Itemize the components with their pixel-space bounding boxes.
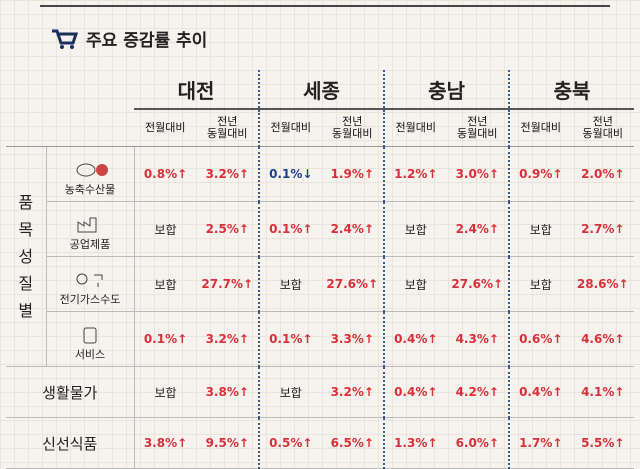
cell: 보합 xyxy=(508,256,572,312)
cell: 27.6%↑ xyxy=(446,256,509,312)
column-header: 전년 동월대비 xyxy=(571,109,634,147)
cell: 0.4%↑ xyxy=(383,311,447,367)
row-label: 농축수산물 xyxy=(46,146,135,202)
cell: 보합 xyxy=(258,256,322,312)
rate-table: 대전 세종 충남 충북 전월대비 전년 동월대비 전월대비 전년 동월대비 전월… xyxy=(6,70,634,469)
cell: 27.6%↑ xyxy=(321,256,384,312)
icon xyxy=(76,273,103,287)
group-label: 품 목 성 질 별 xyxy=(6,146,47,367)
cell: 28.6%↑ xyxy=(571,256,634,312)
cell: 보합 xyxy=(508,201,572,257)
cell: 보합 xyxy=(383,256,447,312)
cell: 1.9%↑ xyxy=(321,146,384,202)
icon xyxy=(83,327,97,344)
cell: 4.2%↑ xyxy=(446,366,509,418)
cell: 보합 xyxy=(383,201,447,257)
title: 주요 증감률 추이 xyxy=(86,31,208,51)
column-header: 전년 동월대비 xyxy=(321,109,384,147)
cell: 4.1%↑ xyxy=(571,366,634,418)
cell: 0.9%↑ xyxy=(508,146,572,202)
column-header: 전월대비 xyxy=(134,109,197,147)
row-label: 공업제품 xyxy=(46,201,135,257)
region: 대전 xyxy=(134,70,259,110)
column-header: 전년 동월대비 xyxy=(196,109,259,147)
cell: 2.7%↑ xyxy=(571,201,634,257)
cell: 0.4%↑ xyxy=(383,366,447,418)
cell: 보합 xyxy=(134,366,197,418)
row-label: 신선식품 xyxy=(6,417,135,469)
top-rule xyxy=(40,0,610,7)
icon xyxy=(77,217,97,233)
cell: 5.5%↑ xyxy=(571,417,634,469)
column-header: 전년 동월대비 xyxy=(446,109,509,147)
cell: 0.4%↑ xyxy=(508,366,572,418)
column-header: 전월대비 xyxy=(383,109,447,147)
cell: 1.7%↑ xyxy=(508,417,572,469)
column-header: 전월대비 xyxy=(258,109,322,147)
row-label: 생활물가 xyxy=(6,366,135,418)
cell: 3.2%↑ xyxy=(321,366,384,418)
cell: 2.4%↑ xyxy=(446,201,509,257)
cell: 3.8%↑ xyxy=(134,417,197,469)
cell: 9.5%↑ xyxy=(196,417,259,469)
cell: 3.3%↑ xyxy=(321,311,384,367)
row-label-text: 농축수산물 xyxy=(64,183,116,196)
cell: 0.1%↑ xyxy=(134,311,197,367)
cell: 0.6%↑ xyxy=(508,311,572,367)
cell: 2.5%↑ xyxy=(196,201,259,257)
cell: 보합 xyxy=(258,366,322,418)
cell: 보합 xyxy=(134,201,197,257)
title-block: 주요 증감률 추이 xyxy=(50,26,207,51)
cell: 0.8%↑ xyxy=(134,146,197,202)
cart-icon xyxy=(52,29,78,49)
row-label-text: 서비스 xyxy=(74,348,106,361)
cell: 2.4%↑ xyxy=(321,201,384,257)
cell: 0.5%↑ xyxy=(258,417,322,469)
row-label: 서비스 xyxy=(46,311,135,367)
row-label-text: 전기가스수도 xyxy=(59,293,121,306)
cell: 0.1%↑ xyxy=(258,201,322,257)
row-label: 전기가스수도 xyxy=(46,256,135,312)
cell: 4.3%↑ xyxy=(446,311,509,367)
cell: 2.0%↑ xyxy=(571,146,634,202)
row-label-text: 공업제품 xyxy=(69,238,111,251)
cell: 1.3%↑ xyxy=(383,417,447,469)
icon xyxy=(76,163,108,177)
cell: 3.2%↑ xyxy=(196,311,259,367)
cell: 4.6%↑ xyxy=(571,311,634,367)
column-header: 전월대비 xyxy=(508,109,572,147)
cell: 보합 xyxy=(134,256,197,312)
region: 충남 xyxy=(383,70,509,110)
cell: 1.2%↑ xyxy=(383,146,447,202)
region: 세종 xyxy=(258,70,384,110)
cell: 3.8%↑ xyxy=(196,366,259,418)
region: 충북 xyxy=(508,70,634,110)
cell: 0.1%↓ xyxy=(258,146,322,202)
cell: 6.5%↑ xyxy=(321,417,384,469)
cell: 6.0%↑ xyxy=(446,417,509,469)
cell: 3.2%↑ xyxy=(196,146,259,202)
cell: 3.0%↑ xyxy=(446,146,509,202)
cell: 0.1%↑ xyxy=(258,311,322,367)
cell: 27.7%↑ xyxy=(196,256,259,312)
